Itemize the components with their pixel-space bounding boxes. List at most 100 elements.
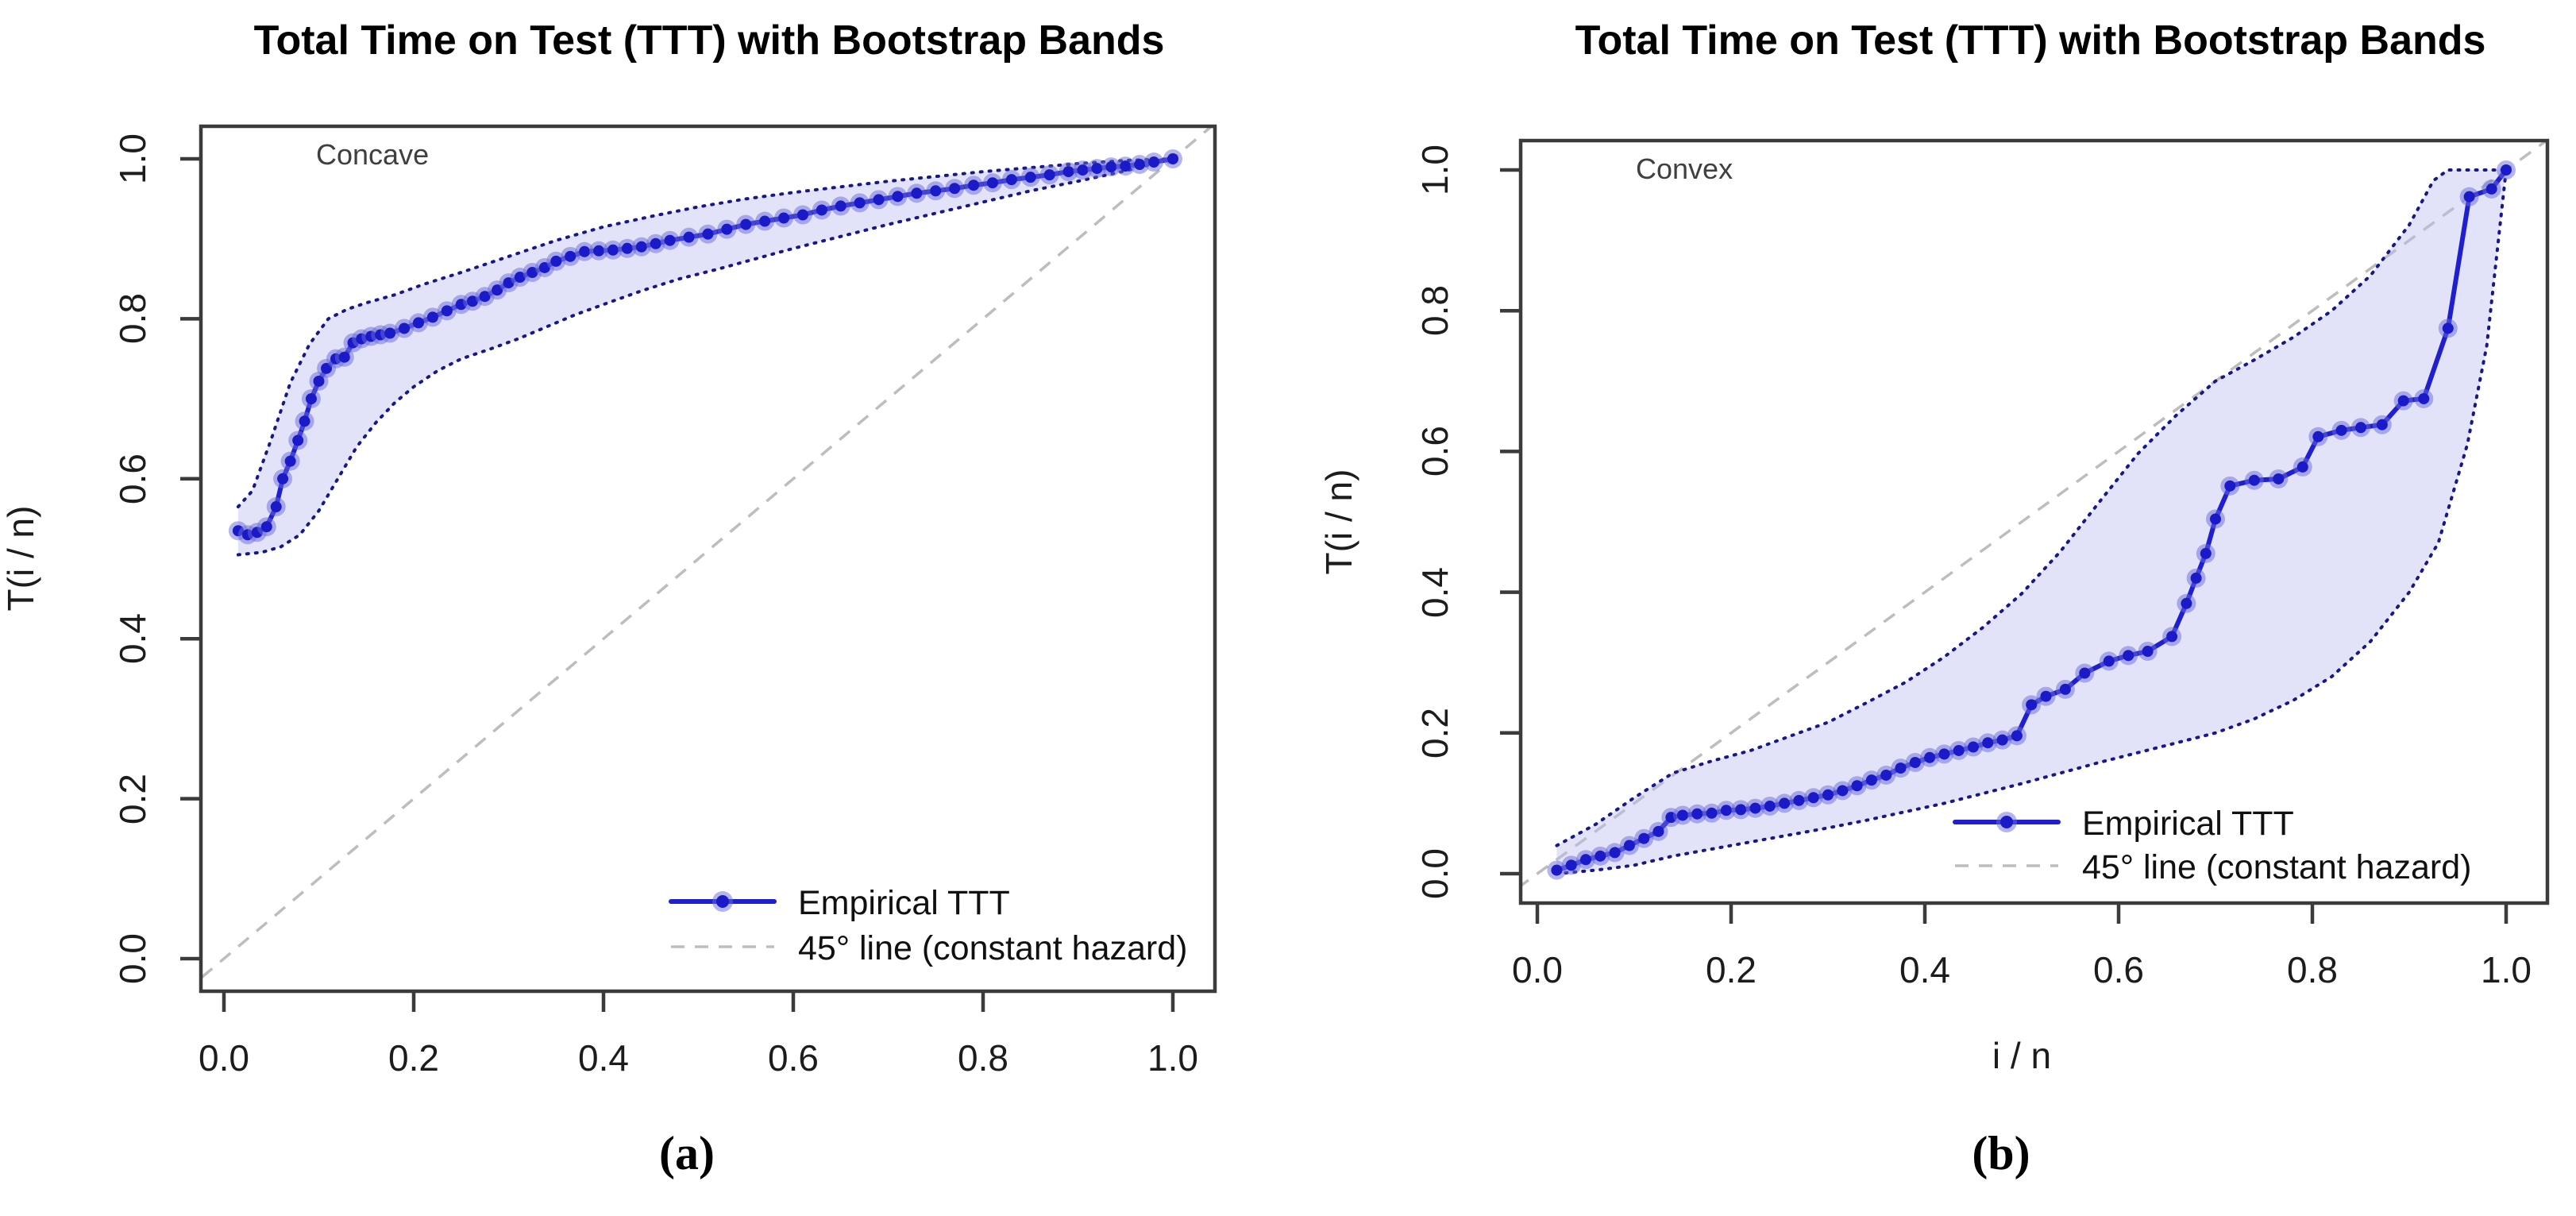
data-point [1865, 774, 1877, 786]
panel-a-y-tick-label: 0.4 [112, 613, 153, 664]
data-point [721, 223, 733, 235]
panel-a-x-tick-label: 0.6 [768, 1037, 819, 1079]
panel-a-y-tick-label: 0.6 [112, 454, 153, 504]
data-point [1822, 789, 1834, 801]
data-point [1148, 156, 1160, 168]
panel-a-band-upper-border [236, 157, 1174, 508]
panel-b-axis-ticks [1500, 168, 2509, 924]
data-point [2011, 730, 2023, 742]
data-point [514, 272, 526, 284]
panel-b: Total Time on Test (TTT) with Bootstrap … [1318, 17, 2550, 1179]
data-point [1077, 164, 1089, 176]
panel-a-bootstrap-band-fill [237, 159, 1173, 555]
data-point [949, 183, 961, 195]
panel-b-plot-box [1518, 138, 2550, 905]
panel-b-y-tick-label: 0.0 [1414, 848, 1456, 899]
data-point [1609, 847, 1621, 859]
data-point [1909, 757, 1921, 769]
panel-a-legend-diagonal-label: 45° line (constant hazard) [798, 929, 1187, 967]
data-point [664, 234, 676, 246]
data-point [321, 362, 333, 374]
data-point [911, 187, 923, 199]
data-point [2397, 395, 2409, 407]
data-point [2248, 474, 2260, 486]
data-point [635, 241, 647, 253]
panel-a-legend-marker-dot [716, 895, 729, 908]
panel-a-y-tick-label: 1.0 [112, 133, 153, 184]
panel-a-title: Total Time on Test (TTT) with Bootstrap … [254, 17, 1165, 64]
data-point [702, 228, 714, 240]
data-point [1134, 159, 1146, 171]
panel-b-diagonal-line [1521, 141, 2547, 888]
data-point [1005, 174, 1017, 186]
panel-b-legend-diagonal-label: 45° line (constant hazard) [2082, 848, 2471, 886]
data-point [1638, 832, 1650, 844]
data-point [1595, 850, 1606, 862]
data-point [1105, 161, 1117, 173]
panel-b-legend: Empirical TTT 45° line (constant hazard) [1953, 805, 2471, 886]
data-point [2273, 473, 2285, 484]
data-point [2103, 655, 2115, 667]
data-point [338, 351, 350, 363]
data-point [1968, 741, 1979, 753]
data-point [986, 177, 998, 189]
data-point [579, 245, 591, 257]
panel-b-band-upper-border [1555, 168, 2508, 847]
data-point [526, 266, 538, 278]
data-point [778, 212, 790, 224]
data-point [384, 327, 396, 339]
data-point [1551, 864, 1563, 876]
panel-b-y-axis-label: T(i / n) [1318, 469, 1359, 575]
data-point [467, 295, 479, 307]
panel-b-y-tick-label: 0.8 [1414, 285, 1456, 336]
panel-b-x-tick-label: 0.8 [2287, 949, 2338, 990]
data-point [796, 209, 808, 221]
data-point [873, 194, 885, 206]
data-point [270, 501, 282, 513]
data-point [277, 473, 289, 484]
data-point [593, 245, 605, 257]
data-point [2190, 572, 2202, 584]
data-point [1120, 160, 1132, 172]
data-point [2142, 646, 2154, 658]
data-point [1749, 802, 1761, 814]
panel-a-legend-empirical-label: Empirical TTT [798, 884, 1010, 922]
data-point [1043, 169, 1055, 181]
panel-b-y-tick-label: 0.2 [1414, 708, 1456, 759]
panel-b-x-tick-label: 0.6 [2093, 949, 2144, 990]
data-point [260, 521, 272, 533]
data-point [2224, 480, 2236, 492]
data-point [621, 242, 633, 254]
panel-a: Total Time on Test (TTT) with Bootstrap … [0, 17, 1217, 1179]
data-point [683, 231, 695, 243]
data-point [2200, 547, 2212, 559]
data-point [1735, 804, 1747, 816]
data-point [1764, 800, 1776, 812]
data-point [426, 311, 438, 323]
panel-a-x-tick-label: 0.0 [199, 1037, 249, 1079]
data-point [854, 197, 866, 209]
data-point [816, 204, 827, 216]
data-point [759, 215, 771, 227]
data-point [492, 284, 503, 296]
panel-a-diagonal-line [201, 126, 1214, 980]
data-point [305, 393, 317, 405]
data-point [284, 455, 296, 467]
data-point [968, 180, 980, 191]
data-point [1779, 797, 1791, 809]
data-point [2059, 683, 2071, 695]
panel-a-y-tick-label: 0.2 [112, 774, 153, 824]
data-point [2296, 461, 2308, 473]
panel-b-legend-marker-dot [2000, 816, 2013, 828]
panel-b-y-tick-label: 0.4 [1414, 567, 1456, 618]
panel-b-caption: (b) [1972, 1127, 2030, 1179]
data-point [2463, 191, 2475, 203]
data-point [550, 255, 562, 267]
data-point [1652, 825, 1664, 837]
panel-a-x-tick-label: 0.2 [388, 1037, 439, 1079]
panel-b-region-label: Convex [1636, 152, 1733, 185]
panel-b-legend-empirical-label: Empirical TTT [2082, 805, 2294, 843]
panel-b-x-tick-label: 0.4 [1899, 949, 1950, 990]
data-point [565, 250, 577, 262]
